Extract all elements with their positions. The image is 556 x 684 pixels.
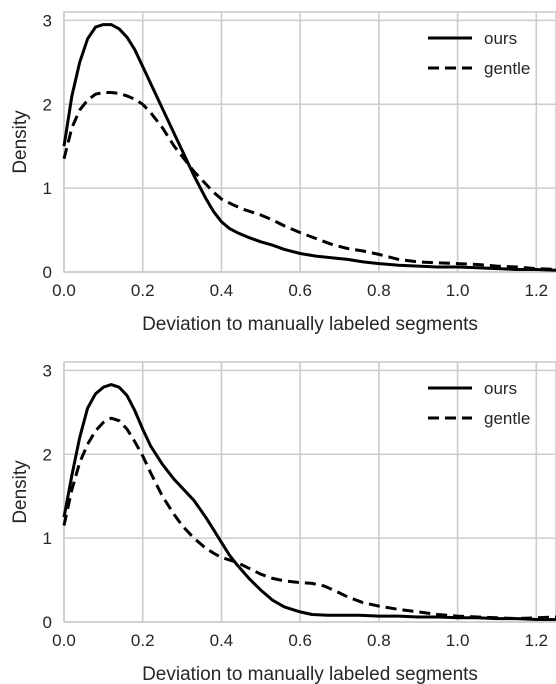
y-tick-label: 0 — [43, 263, 52, 282]
series-line-ours — [62, 23, 556, 272]
y-tick-label: 1 — [43, 529, 52, 548]
x-tick-label: 0.2 — [131, 281, 155, 300]
series-line-gentle — [62, 416, 556, 621]
legend-label-ours: ours — [484, 29, 517, 48]
x-axis-label: Deviation to manually labeled segments — [142, 314, 478, 335]
x-tick-label: 0.8 — [367, 631, 391, 650]
x-tick-label: 1.2 — [524, 281, 548, 300]
y-tick-label: 3 — [43, 361, 52, 380]
x-tick-label: 0.6 — [288, 281, 312, 300]
x-tick-label: 1.2 — [524, 631, 548, 650]
y-axis-label: Density — [10, 460, 31, 524]
x-tick-label: 0.6 — [288, 631, 312, 650]
x-axis-label: Deviation to manually labeled segments — [142, 664, 478, 684]
series-line-gentle — [62, 91, 556, 271]
chart-panel-1: 0.0 0.2 0.4 0.6 0.8 1.0 1.2 0 1 2 3 Deviation to ma… — [10, 11, 556, 335]
y-tick-label: 0 — [43, 613, 52, 632]
legend-label-gentle: gentle — [484, 59, 530, 78]
x-tick-label: 0.4 — [210, 281, 234, 300]
x-tick-label: 0.0 — [52, 281, 76, 300]
y-tick-label: 1 — [43, 179, 52, 198]
x-tick-label: 1.0 — [446, 631, 470, 650]
y-tick-label: 2 — [43, 445, 52, 464]
plot-frame — [63, 11, 556, 273]
x-tick-label: 0.4 — [210, 631, 234, 650]
legend-label-gentle: gentle — [484, 409, 530, 428]
x-tick-label: 0.0 — [52, 631, 76, 650]
chart-panel-2: 0.0 0.2 0.4 0.6 0.8 1.0 1.2 0 1 2 3 Deviation to ma… — [10, 361, 556, 684]
y-tick-label: 2 — [43, 95, 52, 114]
x-tick-label: 0.8 — [367, 281, 391, 300]
legend-label-ours: ours — [484, 379, 517, 398]
x-tick-label: 1.0 — [446, 281, 470, 300]
x-tick-label: 0.2 — [131, 631, 155, 650]
y-tick-label: 3 — [43, 11, 52, 30]
y-axis-label: Density — [10, 110, 31, 174]
plot-frame — [63, 361, 556, 623]
